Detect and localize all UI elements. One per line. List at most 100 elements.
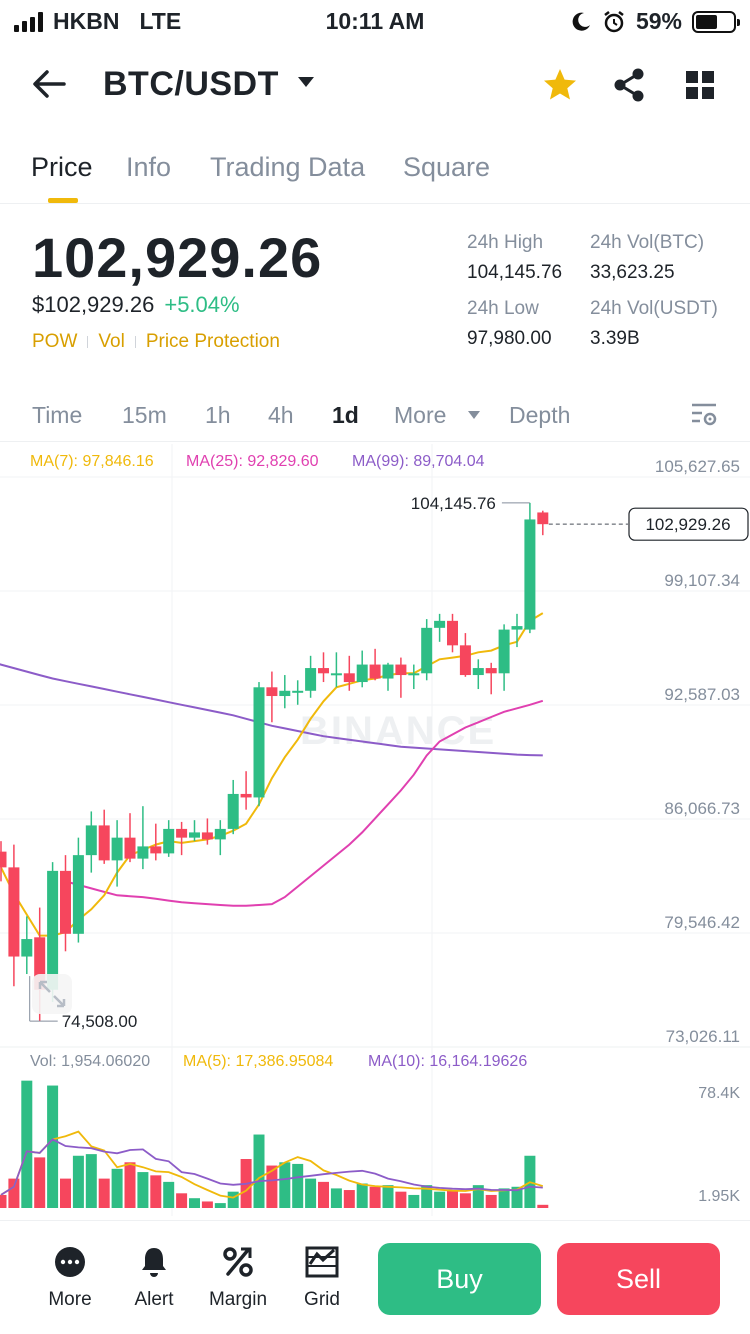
nav-label: Grid bbox=[304, 1289, 340, 1310]
volume-bar bbox=[0, 1194, 7, 1208]
price-axis-label: 73,026.11 bbox=[666, 1027, 740, 1046]
candlestick-chart[interactable]: BINANCE 105,627.65 99,107.34 92,587.03 86,06… bbox=[0, 444, 750, 1216]
volume-bar bbox=[511, 1186, 523, 1208]
stat-label: 24h High bbox=[467, 232, 544, 253]
battery-fill bbox=[696, 14, 718, 29]
candle bbox=[60, 870, 71, 934]
tab-price[interactable]: Price bbox=[31, 152, 93, 182]
candle bbox=[201, 832, 213, 840]
nav-grid[interactable]: Grid bbox=[282, 1245, 362, 1311]
candle bbox=[318, 668, 329, 674]
candle bbox=[369, 664, 381, 679]
volume-bar bbox=[214, 1203, 226, 1208]
tag-pow[interactable]: POW bbox=[32, 331, 78, 352]
interval-time[interactable]: Time bbox=[32, 402, 83, 428]
candle bbox=[459, 645, 471, 676]
stat-24h-vol-usdt: 24h Vol(USDT) 3.39B bbox=[590, 298, 718, 350]
grid-menu-icon[interactable] bbox=[686, 71, 714, 99]
stat-24h-high: 24h High 104,145.76 bbox=[467, 232, 562, 284]
price-axis-label: 99,107.34 bbox=[664, 571, 740, 590]
volume-bar bbox=[72, 1155, 84, 1208]
top-tabs: Price Info Trading Data Square bbox=[0, 148, 750, 204]
interval-15m[interactable]: 15m bbox=[122, 402, 167, 428]
battery-percent: 59% bbox=[635, 8, 682, 34]
caret-down-icon[interactable] bbox=[467, 410, 481, 420]
stat-label: 24h Vol(BTC) bbox=[590, 232, 705, 253]
candle bbox=[8, 867, 20, 957]
candle bbox=[21, 939, 33, 957]
buy-button[interactable]: Buy bbox=[378, 1243, 541, 1315]
favorite-star-icon[interactable] bbox=[542, 67, 578, 103]
volume-bar bbox=[111, 1168, 123, 1208]
interval-1h[interactable]: 1h bbox=[205, 402, 231, 428]
tab-square[interactable]: Square bbox=[403, 152, 491, 182]
price-change: +5.04% bbox=[164, 292, 240, 317]
low-marker-label: 74,508.00 bbox=[62, 1012, 138, 1031]
candle bbox=[189, 832, 200, 838]
interval-1d[interactable]: 1d bbox=[332, 402, 359, 428]
candle bbox=[511, 626, 523, 630]
candle bbox=[343, 673, 355, 683]
chart-settings-icon[interactable] bbox=[690, 402, 718, 428]
stat-value: 104,145.76 bbox=[467, 262, 563, 283]
tab-info[interactable]: Info bbox=[126, 152, 172, 182]
candle bbox=[98, 825, 110, 861]
candle bbox=[472, 668, 484, 676]
price-axis-label: 92,587.03 bbox=[664, 685, 740, 704]
active-tab-indicator bbox=[48, 198, 78, 203]
volume-bar bbox=[8, 1178, 20, 1208]
nav-alert[interactable]: Alert bbox=[114, 1245, 194, 1311]
fullscreen-icon bbox=[32, 974, 72, 1014]
nav-label: Alert bbox=[134, 1289, 174, 1310]
pair-title[interactable]: BTC/USDT bbox=[103, 65, 279, 103]
chevron-down-icon[interactable] bbox=[296, 75, 316, 89]
back-arrow-icon[interactable] bbox=[32, 69, 66, 99]
chart-canvas[interactable]: BINANCE105,627.6599,107.3492,587.0386,06… bbox=[0, 444, 750, 1216]
tag-vol[interactable]: Vol bbox=[98, 331, 125, 352]
sell-button[interactable]: Sell bbox=[557, 1243, 720, 1315]
volume-ma10-line bbox=[0, 1138, 543, 1196]
candle bbox=[330, 673, 342, 676]
candle bbox=[408, 673, 420, 676]
volume-bar bbox=[60, 1178, 71, 1208]
moon-icon bbox=[572, 12, 590, 31]
candle bbox=[150, 846, 162, 854]
volume-ma10-legend: MA(10): 16,164.19626 bbox=[368, 1053, 527, 1070]
tag-price-protection[interactable]: Price Protection bbox=[145, 331, 280, 352]
bell-icon bbox=[142, 1248, 166, 1277]
stat-value: 97,980.00 bbox=[467, 328, 552, 349]
nav-more[interactable]: More bbox=[30, 1245, 110, 1311]
candle bbox=[253, 687, 265, 798]
status-left: HKBN LTE bbox=[14, 8, 181, 35]
stat-label: 24h Vol(USDT) bbox=[590, 298, 718, 319]
volume-ma5-line bbox=[0, 1130, 544, 1199]
candle bbox=[537, 512, 549, 525]
candle bbox=[72, 855, 84, 934]
volume-bar bbox=[395, 1191, 407, 1208]
volume-bar bbox=[537, 1204, 549, 1208]
volume-axis-label: 1.95K bbox=[698, 1188, 740, 1205]
volume-bar bbox=[447, 1190, 458, 1208]
candle bbox=[111, 837, 123, 861]
volume-bar bbox=[434, 1191, 446, 1208]
volume-bar bbox=[459, 1193, 471, 1208]
stat-value: 3.39B bbox=[590, 328, 640, 349]
candle bbox=[124, 837, 136, 859]
nav-label: More bbox=[48, 1289, 92, 1310]
percent-icon bbox=[223, 1247, 253, 1277]
interval-depth[interactable]: Depth bbox=[509, 402, 571, 428]
volume-bar bbox=[408, 1194, 420, 1208]
interval-more[interactable]: More bbox=[394, 402, 447, 428]
nav-margin[interactable]: Margin bbox=[198, 1245, 278, 1311]
volume-bar bbox=[85, 1154, 97, 1208]
volume-bar bbox=[189, 1198, 200, 1208]
stat-24h-vol-btc: 24h Vol(BTC) 33,623.25 bbox=[590, 232, 704, 284]
volume-bar bbox=[498, 1188, 510, 1208]
share-icon[interactable] bbox=[612, 67, 646, 103]
volume-bar bbox=[150, 1175, 162, 1208]
nav-label: Margin bbox=[208, 1289, 268, 1310]
tab-trading-data[interactable]: Trading Data bbox=[210, 152, 366, 182]
interval-4h[interactable]: 4h bbox=[268, 402, 294, 428]
candle bbox=[214, 828, 226, 840]
volume-bar bbox=[124, 1162, 136, 1208]
